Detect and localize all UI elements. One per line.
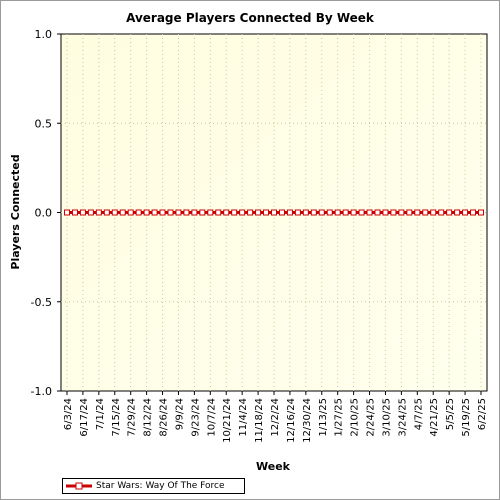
x-tick-label: 10/21/24 [222, 398, 233, 443]
x-tick-label: 8/26/24 [159, 398, 170, 437]
data-point [430, 209, 437, 216]
data-point [470, 209, 477, 216]
y-tick-label: -0.5 [31, 296, 52, 309]
x-tick-label: 3/10/25 [381, 398, 392, 437]
x-tick-label: 6/17/24 [79, 398, 90, 437]
data-point [278, 209, 285, 216]
data-point [382, 209, 389, 216]
x-tick-label: 1/13/25 [318, 398, 329, 437]
data-point [310, 209, 317, 216]
x-tick-label: 7/15/24 [111, 398, 122, 437]
data-point [119, 209, 126, 216]
x-axis: 6/3/24 6/17/24 7/1/24 7/15/24 7/29/24 8/12/24… [63, 391, 488, 443]
data-point [199, 209, 206, 216]
data-point [263, 209, 270, 216]
data-point [326, 209, 333, 216]
data-point [462, 209, 469, 216]
data-point [175, 209, 182, 216]
data-point [207, 209, 214, 216]
x-axis-label: Week [256, 460, 291, 473]
x-tick-label: 8/12/24 [143, 398, 154, 437]
data-point [414, 209, 421, 216]
x-tick-label: 1/27/25 [334, 398, 345, 437]
x-tick-label: 11/4/24 [238, 398, 249, 437]
data-point [191, 209, 198, 216]
x-tick-label: 6/3/24 [63, 398, 74, 430]
data-point [286, 209, 293, 216]
data-point [294, 209, 301, 216]
data-point [247, 209, 254, 216]
data-point [438, 209, 445, 216]
data-point [103, 209, 110, 216]
data-point [71, 209, 78, 216]
data-point [79, 209, 86, 216]
data-point [231, 209, 238, 216]
data-point [358, 209, 365, 216]
x-tick-label: 4/21/25 [429, 398, 440, 437]
x-tick-label: 3/24/25 [397, 398, 408, 437]
data-point [183, 209, 190, 216]
x-tick-label: 2/24/25 [366, 398, 377, 437]
data-point [151, 209, 158, 216]
y-tick-label: 0.0 [35, 207, 53, 220]
data-point [302, 209, 309, 216]
x-tick-label: 12/2/24 [270, 398, 281, 437]
data-point [342, 209, 349, 216]
data-point [478, 209, 484, 216]
data-point [95, 209, 102, 216]
data-point [135, 209, 142, 216]
x-tick-label: 6/2/25 [477, 398, 488, 430]
x-tick-label: 7/1/24 [95, 398, 106, 430]
data-point [422, 209, 429, 216]
legend-label: Star Wars: Way Of The Force [96, 481, 225, 491]
data-point [446, 209, 453, 216]
chart-title: Average Players Connected By Week [126, 11, 375, 25]
y-tick-label: 0.5 [35, 117, 53, 130]
data-point [398, 209, 405, 216]
data-point [255, 209, 262, 216]
legend-swatch-icon [66, 482, 92, 490]
x-tick-label: 4/7/25 [413, 398, 424, 430]
x-tick-label: 2/10/25 [350, 398, 361, 437]
data-point [334, 209, 341, 216]
y-tick-label: -1.0 [31, 385, 52, 398]
data-point [111, 209, 118, 216]
data-point [318, 209, 325, 216]
x-tick-label: 12/30/24 [302, 398, 313, 443]
data-point [159, 209, 166, 216]
x-tick-label: 7/29/24 [127, 398, 138, 437]
data-point [406, 209, 413, 216]
data-point [64, 209, 70, 216]
x-tick-label: 12/16/24 [286, 398, 297, 443]
y-axis: 1.0 0.5 0.0 -0.5 -1.0 [31, 28, 61, 398]
x-tick-label: 5/19/25 [461, 398, 472, 437]
x-tick-label: 11/18/24 [254, 398, 265, 443]
x-tick-label: 9/23/24 [190, 398, 201, 437]
data-point [271, 209, 277, 216]
data-point [239, 209, 246, 216]
data-point [215, 209, 222, 216]
series-layer [64, 209, 484, 216]
legend: Star Wars: Way Of The Force [62, 478, 245, 494]
data-point [87, 209, 94, 216]
y-axis-label: Players Connected [9, 154, 22, 269]
data-point [167, 209, 174, 216]
data-point [127, 209, 134, 216]
x-tick-label: 5/5/25 [445, 398, 456, 430]
x-tick-label: 10/7/24 [206, 398, 217, 437]
data-point [223, 209, 230, 216]
data-point [366, 209, 373, 216]
data-point [454, 209, 461, 216]
x-tick-label: 9/9/24 [174, 398, 185, 430]
data-point [143, 209, 150, 216]
data-point [350, 209, 357, 216]
y-tick-label: 1.0 [35, 28, 53, 41]
data-point [374, 209, 381, 216]
data-point [390, 209, 397, 216]
